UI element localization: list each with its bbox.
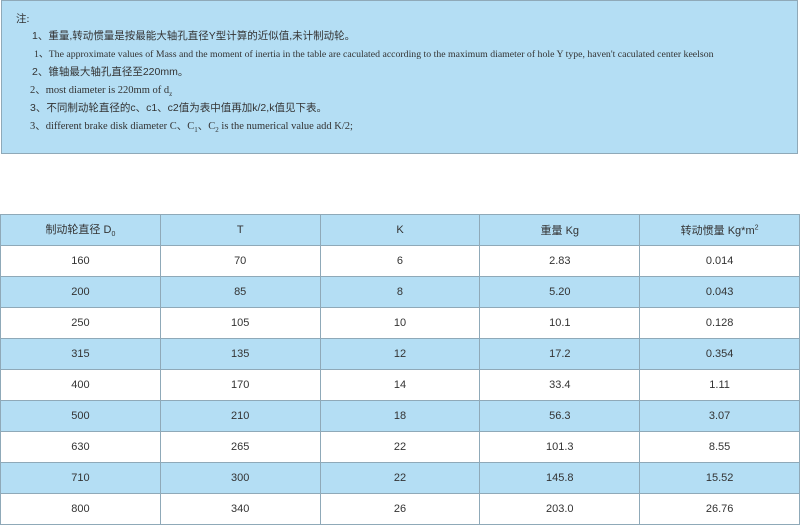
- table-cell: 500: [0, 400, 161, 432]
- table-cell: 0.354: [639, 338, 800, 370]
- brake-wheel-table: 制动轮直径 D0 T K 重量 Kg 转动惯量 Kg*m2 160 70 6 2.83…: [0, 214, 800, 525]
- table-cell: 33.4: [479, 369, 641, 401]
- table-cell: 105: [159, 307, 321, 339]
- table-row: 400 170 14 33.4 1.11: [0, 369, 800, 401]
- table-cell: 0.014: [639, 245, 800, 277]
- table-cell: 26.76: [639, 493, 800, 525]
- table-cell: 800: [0, 493, 161, 525]
- table-cell: 203.0: [479, 493, 641, 525]
- table-cell: 22: [319, 431, 481, 463]
- table-cell: 300: [159, 462, 321, 494]
- table-cell: 101.3: [479, 431, 641, 463]
- table-cell: 8: [319, 276, 481, 308]
- table-cell: 18: [319, 400, 481, 432]
- note-line: 2、锥轴最大轴孔直径至220mm。: [32, 66, 189, 78]
- table-row: 800 340 26 203.0 26.76: [0, 493, 800, 525]
- table-cell: 6: [319, 245, 481, 277]
- table-row: 250 105 10 10.1 0.128: [0, 307, 800, 339]
- table-cell: 5.20: [479, 276, 641, 308]
- note-line: 3、不同制动轮直径的c、c1、c2值为表中值再加k/2,k值见下表。: [30, 102, 327, 114]
- table-cell: 10: [319, 307, 481, 339]
- header-weight: 重量 Kg: [479, 214, 641, 246]
- note-line: 3、different brake disk diameter C、C1、C2 …: [30, 121, 353, 135]
- table-cell: 160: [0, 245, 161, 277]
- table-cell: 15.52: [639, 462, 800, 494]
- table-cell: 630: [0, 431, 161, 463]
- table-cell: 135: [159, 338, 321, 370]
- table-row: 500 210 18 56.3 3.07: [0, 400, 800, 432]
- table-cell: 26: [319, 493, 481, 525]
- table-row: 315 135 12 17.2 0.354: [0, 338, 800, 370]
- header-inertia: 转动惯量 Kg*m2: [639, 214, 800, 246]
- table-row: 710 300 22 145.8 15.52: [0, 462, 800, 494]
- table-cell: 0.043: [639, 276, 800, 308]
- table-header-row: 制动轮直径 D0 T K 重量 Kg 转动惯量 Kg*m2: [0, 214, 800, 246]
- table-cell: 200: [0, 276, 161, 308]
- table-row: 160 70 6 2.83 0.014: [0, 245, 800, 277]
- table-cell: 3.07: [639, 400, 800, 432]
- table-cell: 0.128: [639, 307, 800, 339]
- table-cell: 400: [0, 369, 161, 401]
- table-row: 630 265 22 101.3 8.55: [0, 431, 800, 463]
- table-cell: 315: [0, 338, 161, 370]
- table-row: 200 85 8 5.20 0.043: [0, 276, 800, 308]
- table-cell: 8.55: [639, 431, 800, 463]
- table-cell: 1.11: [639, 369, 800, 401]
- header-t: T: [159, 214, 321, 246]
- table-cell: 710: [0, 462, 161, 494]
- table-cell: 2.83: [479, 245, 641, 277]
- table-cell: 10.1: [479, 307, 641, 339]
- table-cell: 70: [159, 245, 321, 277]
- table-cell: 22: [319, 462, 481, 494]
- table-cell: 340: [159, 493, 321, 525]
- table-cell: 17.2: [479, 338, 641, 370]
- table-cell: 145.8: [479, 462, 641, 494]
- table-cell: 265: [159, 431, 321, 463]
- table-cell: 14: [319, 369, 481, 401]
- note-line: 2、most diameter is 220mm of dz: [30, 85, 173, 99]
- table-cell: 12: [319, 338, 481, 370]
- table-cell: 170: [159, 369, 321, 401]
- table-cell: 85: [159, 276, 321, 308]
- notes-box: 注: 1、重量,转动惯量是按最能大轴孔直径Y型计算的近似值,未计制动轮。 1、T…: [1, 0, 798, 154]
- table-cell: 56.3: [479, 400, 641, 432]
- note-line: 1、重量,转动惯量是按最能大轴孔直径Y型计算的近似值,未计制动轮。: [32, 30, 356, 42]
- notes-label: 注:: [16, 14, 30, 25]
- table-cell: 250: [0, 307, 161, 339]
- note-line: 1、The approximate values of Mass and the…: [34, 49, 714, 60]
- header-diameter: 制动轮直径 D0: [0, 214, 161, 246]
- table-cell: 210: [159, 400, 321, 432]
- header-k: K: [319, 214, 481, 246]
